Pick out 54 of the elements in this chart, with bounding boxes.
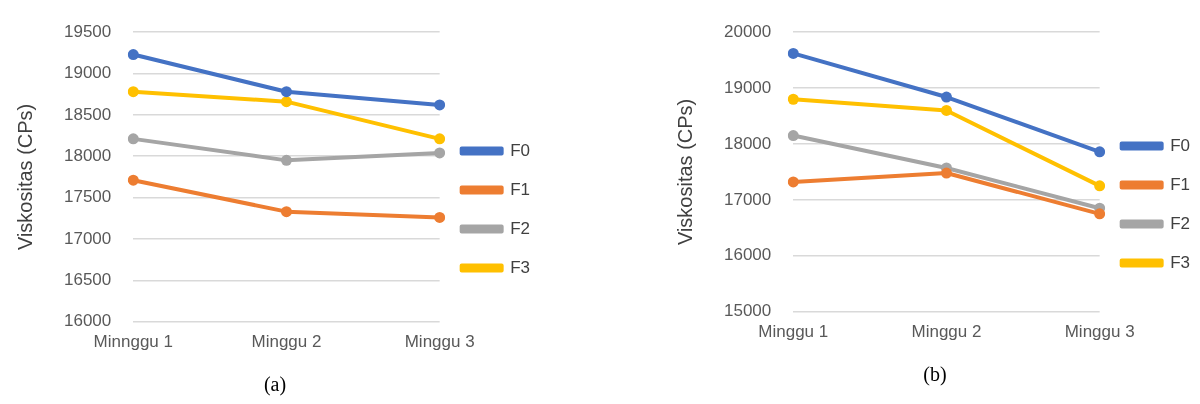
point — [787, 93, 799, 105]
point — [434, 133, 446, 145]
point — [127, 49, 139, 61]
y-tick-label: 19000 — [63, 63, 112, 83]
y-tick-label: 18000 — [723, 133, 772, 153]
y-tick-label: 18500 — [63, 104, 112, 124]
legend-label: F2 — [510, 218, 530, 238]
point — [280, 154, 292, 166]
point — [940, 91, 952, 103]
text: (b) — [923, 363, 947, 387]
legend-label: F0 — [1170, 135, 1190, 155]
x-tick-label: Minggu 2 — [911, 322, 982, 342]
point — [434, 147, 446, 159]
legend-label: F3 — [510, 257, 530, 277]
point — [127, 86, 139, 98]
point — [787, 130, 799, 142]
legend-label: F2 — [1170, 213, 1190, 233]
y-tick-label: 17000 — [723, 189, 772, 209]
legend-label: F0 — [510, 140, 530, 160]
point — [280, 206, 292, 218]
y-tick-label: 15000 — [723, 301, 772, 321]
point — [940, 167, 952, 179]
y-tick-label: 16000 — [63, 311, 112, 331]
x-tick-label: Minggu 3 — [1064, 322, 1135, 342]
point — [127, 174, 139, 186]
point — [787, 47, 799, 59]
y-tick-label: 19000 — [723, 77, 772, 97]
point — [127, 133, 139, 145]
y-tick-label: 16500 — [63, 269, 112, 289]
legend-label: F1 — [1170, 174, 1190, 194]
point — [434, 211, 446, 223]
text: (a) — [263, 373, 287, 397]
point — [787, 176, 799, 188]
x-tick-label: Minggu 2 — [251, 332, 322, 352]
x-tick-label: Minnggu 1 — [93, 332, 173, 352]
legend-label: F3 — [1170, 252, 1190, 272]
legend-label: F1 — [510, 179, 530, 199]
point — [1094, 208, 1106, 220]
point — [280, 86, 292, 98]
x-tick-label: Minggu 1 — [758, 322, 829, 342]
point — [1094, 146, 1106, 158]
y-tick-label: 20000 — [723, 21, 772, 41]
point — [434, 99, 446, 111]
y-axis-title: Viskositas (CPs) — [13, 103, 36, 251]
point — [280, 96, 292, 108]
y-tick-label: 16000 — [723, 245, 772, 265]
y-tick-label: 17500 — [63, 187, 112, 207]
y-tick-label: 19500 — [63, 21, 112, 41]
x-tick-label: Minggu 3 — [404, 332, 475, 352]
point — [1094, 180, 1106, 192]
point — [940, 104, 952, 116]
y-tick-label: 17000 — [63, 228, 112, 248]
y-tick-label: 18000 — [63, 145, 112, 165]
y-axis-title: Viskositas (CPs) — [673, 98, 696, 246]
